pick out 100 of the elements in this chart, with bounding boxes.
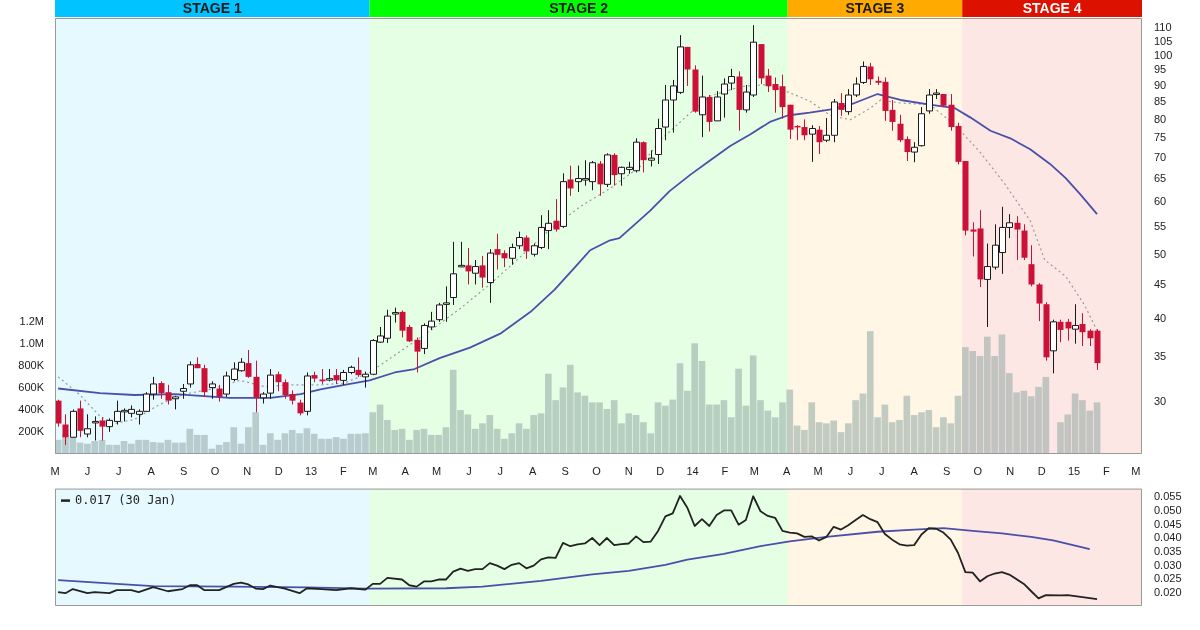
candlestick <box>1072 303 1079 345</box>
y-tick-label: 40 <box>1154 311 1167 324</box>
candlestick <box>640 140 647 173</box>
candlestick <box>479 255 486 289</box>
candlestick <box>567 165 574 197</box>
candlestick <box>275 371 282 392</box>
candlestick <box>355 356 362 378</box>
y-tick-label: 0.025 <box>1154 572 1182 585</box>
y-tick-label: 0.020 <box>1154 585 1182 598</box>
y-tick-label: 0.055 <box>1154 490 1182 503</box>
y-tick-label: 0.040 <box>1154 531 1182 544</box>
x-tick-label: O <box>973 464 983 477</box>
x-tick-label: M <box>50 464 60 477</box>
y-tick-label: 95 <box>1154 63 1167 76</box>
candlestick <box>1057 319 1064 343</box>
band-label: STAGE 4 <box>1022 0 1082 17</box>
candlestick <box>553 198 560 233</box>
y-tick-label: 105 <box>1154 34 1173 47</box>
legend-label: 0.017 (30 Jan) <box>75 492 177 507</box>
candlestick <box>1065 318 1072 342</box>
candlestick <box>838 92 845 117</box>
x-tick-label: F <box>721 464 729 477</box>
x-tick-label: M <box>813 464 823 477</box>
x-tick-label: M <box>368 464 378 477</box>
band-label: STAGE 3 <box>845 0 905 17</box>
y-tick-label: 0.035 <box>1154 544 1182 557</box>
x-tick-label: D <box>656 464 665 477</box>
x-tick-label: 14 <box>686 464 699 477</box>
candlestick <box>472 259 479 285</box>
y2-tick-label: 400K <box>18 402 45 415</box>
candlestick <box>55 399 62 428</box>
candlestick <box>809 124 816 163</box>
candlestick <box>253 360 260 413</box>
x-tick-label: J <box>847 464 854 477</box>
y2-tick-label: 600K <box>18 380 45 393</box>
y-tick-label: 100 <box>1154 48 1173 61</box>
x-tick-label: S <box>942 464 951 477</box>
y-tick-label: 85 <box>1154 95 1167 108</box>
y-tick-label: 0.045 <box>1154 517 1182 530</box>
y-tick-label: 0.030 <box>1154 558 1182 571</box>
x-tick-label: N <box>624 464 633 477</box>
candlestick <box>801 118 808 141</box>
y-tick-label: 30 <box>1154 394 1167 407</box>
x-tick-label: F <box>1103 464 1111 477</box>
candlestick <box>1028 244 1035 287</box>
x-tick-label: O <box>210 464 220 477</box>
x-tick-label: A <box>147 464 156 477</box>
x-tick-label: A <box>528 464 537 477</box>
x-tick-label: J <box>497 464 503 477</box>
y-tick-label: 80 <box>1154 112 1167 125</box>
y-tick-label: 50 <box>1154 247 1167 260</box>
candlestick <box>414 336 421 373</box>
y2-tick-label: 1.2M <box>19 314 44 327</box>
y-tick-label: 0.050 <box>1154 504 1182 517</box>
x-tick-label: J <box>879 464 885 477</box>
y2-tick-label: 1.0M <box>19 336 44 349</box>
x-tick-label: D <box>274 464 283 477</box>
x-tick-label: M <box>749 464 759 477</box>
y-tick-label: 75 <box>1154 131 1167 144</box>
candlestick <box>201 364 208 398</box>
candlestick <box>1014 215 1021 261</box>
y-tick-label: 90 <box>1154 78 1167 91</box>
candlestick <box>245 349 252 379</box>
x-tick-label: J <box>84 464 91 477</box>
x-tick-label: N <box>243 464 252 477</box>
x-tick-label: N <box>1006 464 1015 477</box>
candlestick <box>77 400 84 438</box>
band-label: STAGE 2 <box>549 0 609 17</box>
candlestick <box>597 160 604 197</box>
band-label: STAGE 1 <box>182 0 242 17</box>
candlestick <box>816 125 823 155</box>
candlestick <box>684 46 691 87</box>
x-tick-label: A <box>910 464 919 477</box>
y-tick-label: 65 <box>1154 172 1167 185</box>
x-tick-label: F <box>340 464 348 477</box>
x-tick-label: A <box>401 464 410 477</box>
y-tick-label: 35 <box>1154 350 1167 363</box>
x-tick-label: M <box>431 464 442 477</box>
y2-tick-label: 800K <box>18 358 45 371</box>
x-tick-label: S <box>179 464 188 477</box>
y2-tick-label: 200K <box>18 424 45 437</box>
y-tick-label: 110 <box>1154 21 1172 34</box>
x-tick-label: O <box>592 464 602 477</box>
y-tick-label: 60 <box>1154 195 1167 208</box>
x-tick-label: J <box>116 464 122 477</box>
candlestick <box>867 62 874 86</box>
x-tick-label: D <box>1037 464 1046 477</box>
candlestick <box>860 60 867 85</box>
y-tick-label: 70 <box>1154 151 1167 164</box>
x-tick-label: M <box>1131 464 1141 477</box>
candlestick <box>450 241 457 306</box>
candlestick <box>1036 282 1043 322</box>
y-tick-label: 45 <box>1154 278 1167 291</box>
x-tick-label: 15 <box>1067 464 1081 477</box>
candlestick <box>611 152 618 187</box>
candlestick <box>465 247 472 285</box>
x-tick-label: S <box>561 464 569 477</box>
x-tick-label: 13 <box>304 464 318 477</box>
x-tick-label: A <box>782 464 791 477</box>
x-tick-label: J <box>466 464 472 477</box>
